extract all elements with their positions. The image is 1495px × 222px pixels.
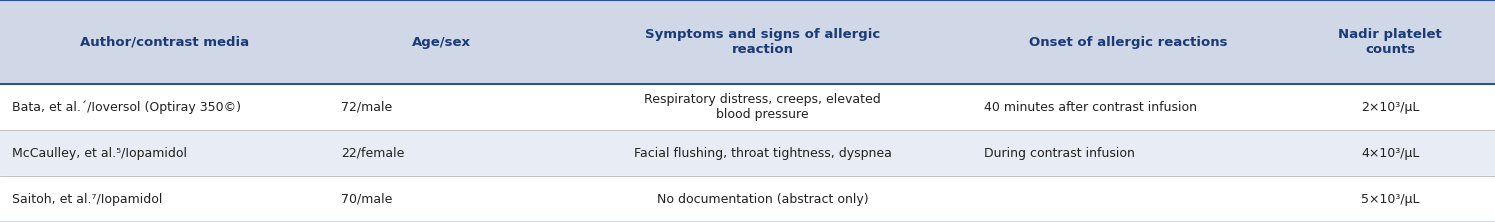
Text: Symptoms and signs of allergic
reaction: Symptoms and signs of allergic reaction (644, 28, 881, 56)
Text: Bata, et al.´/Ioversol (Optiray 350©): Bata, et al.´/Ioversol (Optiray 350©) (12, 101, 241, 114)
Bar (0, 130, 1495, 176)
Text: 5×10³/μL: 5×10³/μL (1360, 192, 1420, 206)
Text: McCaulley, et al.⁵/Iopamidol: McCaulley, et al.⁵/Iopamidol (12, 147, 187, 160)
Text: Author/contrast media: Author/contrast media (79, 36, 250, 49)
Text: Age/sex: Age/sex (411, 36, 471, 49)
Text: No documentation (abstract only): No documentation (abstract only) (656, 192, 869, 206)
Text: Saitoh, et al.⁷/Iopamidol: Saitoh, et al.⁷/Iopamidol (12, 192, 163, 206)
Text: Nadir platelet
counts: Nadir platelet counts (1338, 28, 1443, 56)
Text: 72/male: 72/male (341, 101, 392, 114)
Text: 22/female: 22/female (341, 147, 404, 160)
Text: Respiratory distress, creeps, elevated
blood pressure: Respiratory distress, creeps, elevated b… (644, 93, 881, 121)
Text: 2×10³/μL: 2×10³/μL (1360, 101, 1420, 114)
Text: 4×10³/μL: 4×10³/μL (1360, 147, 1420, 160)
Text: Onset of allergic reactions: Onset of allergic reactions (1030, 36, 1227, 49)
Text: 40 minutes after contrast infusion: 40 minutes after contrast infusion (984, 101, 1196, 114)
Text: 70/male: 70/male (341, 192, 392, 206)
Bar (0, 176, 1495, 222)
Text: Facial flushing, throat tightness, dyspnea: Facial flushing, throat tightness, dyspn… (634, 147, 891, 160)
Bar (0, 84, 1495, 130)
Text: During contrast infusion: During contrast infusion (984, 147, 1135, 160)
Bar (0, 0, 1495, 84)
